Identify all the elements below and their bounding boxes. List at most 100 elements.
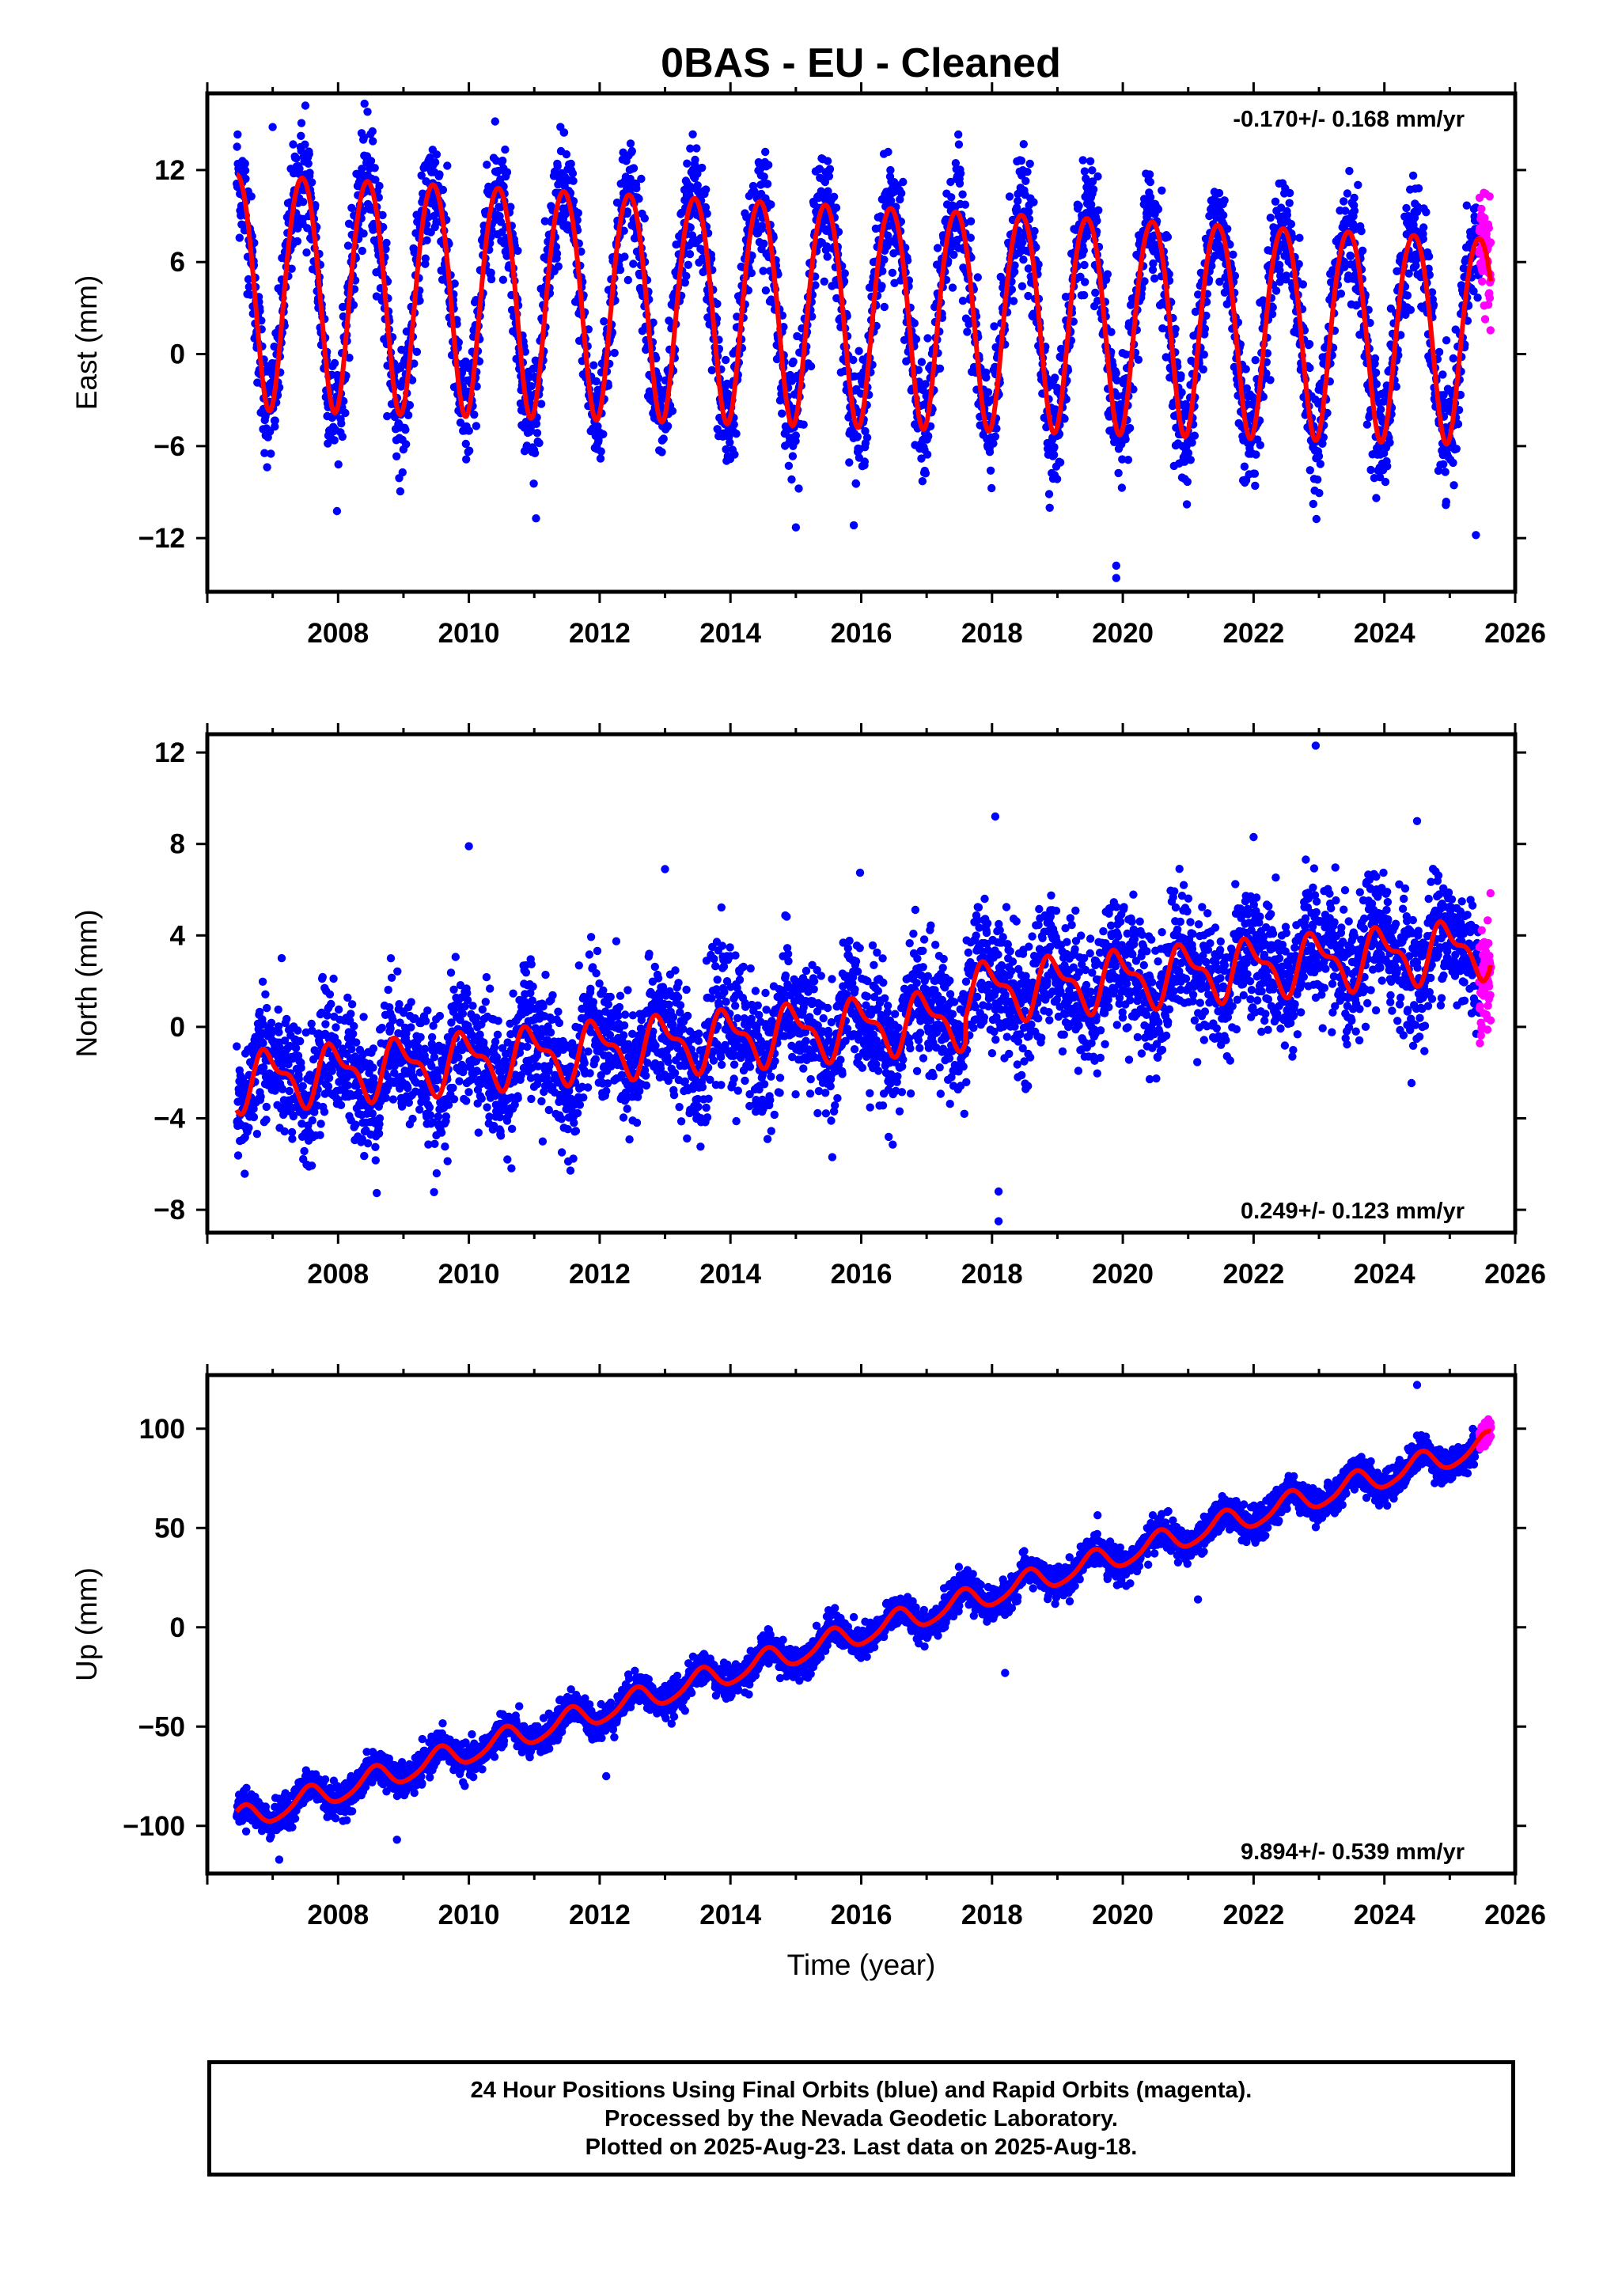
panels: 2008 2010 2012 2014 2016 2018 2020 2022 2024 2026… [70, 82, 1546, 1981]
final-orbit-point [1350, 193, 1359, 203]
final-orbit-point [1199, 365, 1208, 374]
final-orbit-point [1266, 376, 1275, 385]
x-tick-label: 2026 [1484, 618, 1546, 649]
final-orbit-point [1112, 369, 1120, 377]
final-orbit-point [332, 1023, 340, 1032]
final-orbit-point [370, 164, 379, 172]
final-orbit-point [1285, 199, 1294, 207]
final-orbit-point [325, 990, 335, 999]
final-orbit-point [1305, 339, 1314, 349]
final-orbit-point [1442, 336, 1451, 345]
final-orbit-point [973, 273, 983, 282]
final-orbit-point [924, 432, 933, 441]
final-orbit-point [559, 128, 569, 137]
final-orbit-point [1218, 210, 1228, 220]
final-orbit-point [1315, 489, 1324, 498]
final-orbit-point [1343, 189, 1352, 198]
final-orbit-point [1089, 185, 1098, 194]
final-orbit-point [1346, 252, 1355, 260]
final-orbit-point [632, 184, 641, 193]
final-orbit-point [985, 448, 995, 457]
final-orbit-point [599, 430, 608, 438]
final-orbit-point [760, 239, 768, 248]
rapid-orbit-point [1486, 238, 1495, 247]
final-orbit-point [1182, 500, 1192, 509]
final-orbit-point [296, 1036, 305, 1046]
final-orbit-point [877, 282, 886, 290]
final-orbit-point [304, 159, 313, 168]
final-orbit-point [987, 483, 996, 493]
final-orbit-point [569, 176, 578, 185]
final-orbit-point [1422, 208, 1431, 217]
final-orbit-point [288, 1135, 297, 1143]
final-orbit-point [530, 449, 540, 457]
final-orbit-point [244, 282, 253, 291]
final-orbit-point [840, 269, 850, 278]
final-orbit-point [316, 1131, 324, 1139]
final-orbit-point [1449, 458, 1457, 468]
final-orbit-point [958, 297, 968, 305]
final-orbit-point [1019, 140, 1029, 149]
final-orbit-point [966, 217, 976, 225]
final-orbit-point [1154, 205, 1163, 214]
final-orbit-point [1381, 477, 1390, 487]
final-orbit-point [1314, 452, 1324, 460]
final-orbit-point [307, 178, 316, 187]
final-orbit-point [806, 362, 816, 371]
final-orbit-point [275, 1028, 283, 1036]
final-orbit-point [1424, 252, 1434, 261]
final-orbit-point [635, 195, 643, 203]
final-orbit-point [316, 1120, 325, 1128]
final-orbit-point [402, 440, 411, 449]
final-orbit-point [683, 159, 692, 168]
final-orbit-point [1362, 420, 1372, 429]
final-orbit-point [1438, 370, 1447, 379]
final-orbit-point [668, 407, 677, 415]
final-orbit-point [498, 275, 508, 284]
final-orbit-point [249, 1112, 259, 1122]
final-orbit-point [1086, 157, 1095, 165]
final-orbit-point [760, 172, 768, 181]
final-orbit-point [1079, 246, 1089, 255]
final-orbit-point [702, 185, 711, 194]
final-orbit-point [1241, 365, 1250, 373]
final-orbit-point [1051, 373, 1059, 382]
final-orbit-point [1229, 250, 1237, 259]
final-orbit-point [659, 434, 668, 443]
final-orbit-point [332, 506, 342, 516]
final-orbit-point [498, 156, 507, 165]
final-orbit-point [732, 430, 741, 438]
y-tick-label: −12 [138, 523, 185, 554]
final-orbit-point [291, 1044, 301, 1052]
final-orbit-point [691, 155, 699, 165]
x-tick-label: 2024 [1354, 618, 1415, 649]
final-orbit-point [1408, 171, 1418, 180]
final-orbit-point [764, 161, 773, 169]
final-orbit-point [278, 1085, 287, 1093]
final-orbit-point [462, 455, 471, 464]
final-orbit-point [862, 433, 872, 442]
final-orbit-point [535, 438, 544, 448]
final-orbit-point [461, 357, 470, 366]
final-orbit-point [1183, 477, 1192, 487]
final-orbit-point [911, 335, 921, 343]
final-orbit-point [298, 1082, 307, 1091]
final-orbit-point [502, 168, 512, 176]
final-orbit-point [412, 347, 422, 356]
final-orbit-point [1449, 354, 1458, 363]
final-orbit-point [589, 361, 598, 369]
rapid-orbit-point [1484, 224, 1494, 233]
final-orbit-point [293, 237, 302, 246]
final-orbit-point [359, 229, 368, 238]
final-orbit-point [244, 275, 253, 284]
final-orbit-point [832, 203, 841, 212]
x-tick-label: 2022 [1222, 618, 1284, 649]
final-orbit-point [1442, 498, 1451, 506]
final-orbit-point [640, 214, 649, 223]
final-orbit-point [267, 449, 275, 458]
final-orbit-point [383, 411, 392, 421]
final-orbit-point [371, 176, 380, 184]
final-orbit-point [457, 366, 467, 375]
final-orbit-point [350, 1021, 358, 1031]
final-orbit-point [470, 410, 479, 419]
